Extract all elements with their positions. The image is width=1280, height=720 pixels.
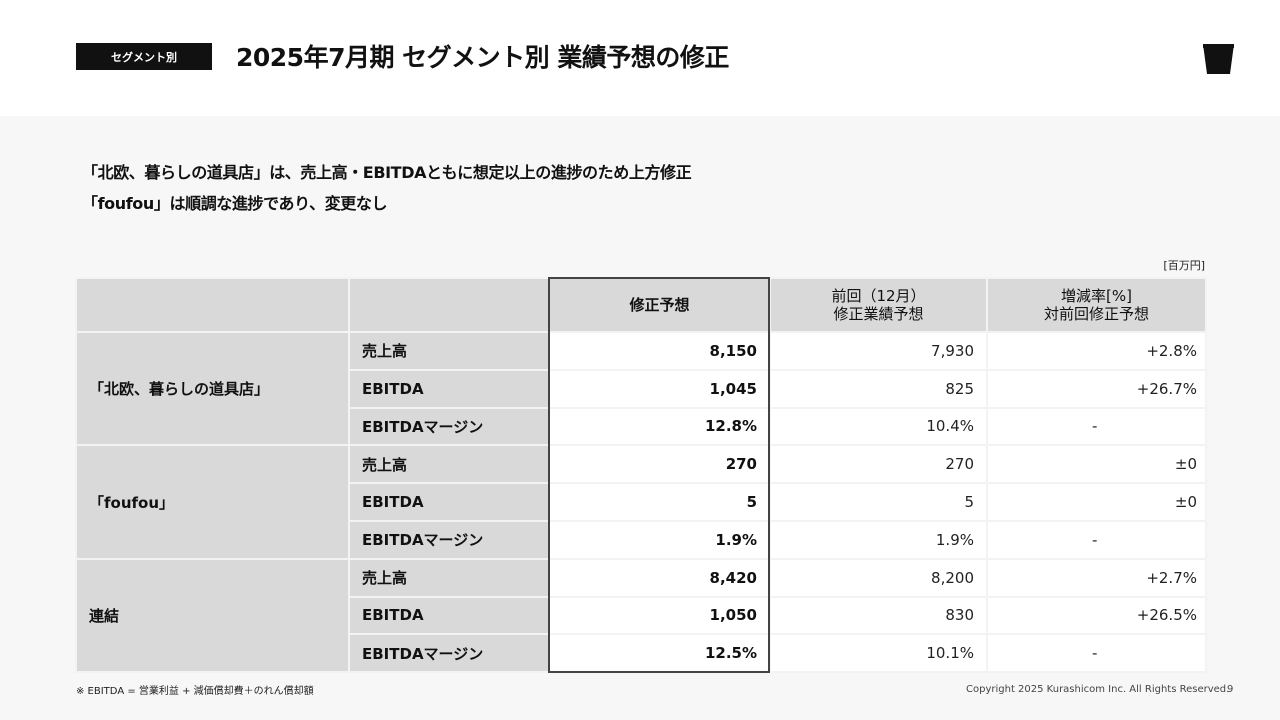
page-number: 9	[1227, 684, 1234, 695]
metric-label: 売上高	[348, 331, 550, 371]
revised-value: 1,045	[548, 368, 771, 409]
header-revised: 修正予想	[548, 277, 771, 333]
metric-label: EBITDAマージン	[348, 633, 550, 674]
revised-value: 8,420	[548, 557, 771, 598]
revised-value: 1,050	[548, 595, 771, 636]
revised-value: 12.8%	[548, 406, 771, 447]
metric-label: EBITDA	[348, 482, 550, 522]
previous-value: 5	[769, 482, 988, 522]
previous-value: 10.1%	[769, 633, 988, 674]
previous-value: 825	[769, 368, 988, 409]
header-segment	[75, 277, 350, 333]
metric-label: EBITDAマージン	[348, 519, 550, 560]
table-row: 「foufou」 売上高 270 270 ±0	[75, 444, 1207, 560]
header-previous-line-1: 前回（12月）	[831, 287, 926, 305]
metric-label: 売上高	[348, 557, 550, 598]
header-metric	[348, 277, 550, 333]
metric-label: 売上高	[348, 444, 550, 485]
lead-text: 「北欧、暮らしの道具店」は、売上高・EBITDAともに想定以上の進捗のため上方修…	[82, 157, 692, 219]
footnote: ※ EBITDA = 営業利益 + 減価償却費＋のれん償却額	[76, 686, 314, 697]
table-header-row: 修正予想 前回（12月） 修正業績予想 増減率[%] 対前回修正予想	[75, 277, 1207, 333]
segment-name: 「北欧、暮らしの道具店」	[75, 330, 350, 447]
revised-value: 270	[548, 444, 771, 485]
lead-line-2: 「foufou」は順調な進捗であり、変更なし	[82, 194, 388, 213]
table-row: 連結 売上高 8,420 8,200 +2.7%	[75, 557, 1207, 674]
table-row: 「北欧、暮らしの道具店」 売上高 8,150 7,930 +2.8%	[75, 330, 1207, 447]
table-row: EBITDA 5 5 ±0	[76, 482, 1207, 522]
rate-value: +26.7%	[986, 368, 1207, 409]
header-rate: 増減率[%] 対前回修正予想	[986, 277, 1207, 333]
table-row: EBITDA 1,050 830 +26.5%	[76, 595, 1207, 636]
segment-name: 連結	[75, 557, 350, 674]
metric-label: EBITDA	[348, 368, 550, 409]
header-previous-line-2: 修正業績予想	[833, 305, 924, 323]
revised-value: 5	[548, 482, 771, 522]
table-row: EBITDAマージン 12.8% 10.4% -	[76, 406, 1207, 447]
rate-value: -	[986, 406, 1207, 447]
table-row: EBITDAマージン 1.9% 1.9% -	[76, 519, 1207, 560]
rate-value: -	[986, 519, 1207, 560]
previous-value: 7,930	[769, 331, 988, 371]
header-previous: 前回（12月） 修正業績予想	[769, 277, 988, 333]
copyright: Copyright 2025 Kurashicom Inc. All Right…	[966, 684, 1230, 695]
slide-title: 2025年7月期 セグメント別 業績予想の修正	[236, 43, 729, 72]
previous-value: 830	[769, 595, 988, 636]
revised-value: 1.9%	[548, 519, 771, 560]
revised-value: 8,150	[548, 331, 771, 371]
forecast-table: 修正予想 前回（12月） 修正業績予想 増減率[%] 対前回修正予想 「北欧、暮…	[75, 277, 1207, 674]
rate-value: ±0	[986, 482, 1207, 522]
rate-value: +2.7%	[986, 557, 1207, 598]
slide-header: セグメント別 2025年7月期 セグメント別 業績予想の修正	[0, 0, 1280, 116]
metric-label: EBITDA	[348, 595, 550, 636]
previous-value: 8,200	[769, 557, 988, 598]
previous-value: 10.4%	[769, 406, 988, 447]
lead-line-1: 「北欧、暮らしの道具店」は、売上高・EBITDAともに想定以上の進捗のため上方修…	[82, 163, 692, 182]
rate-value: ±0	[986, 444, 1207, 485]
previous-value: 270	[769, 444, 988, 485]
previous-value: 1.9%	[769, 519, 988, 560]
rate-value: +26.5%	[986, 595, 1207, 636]
rate-value: +2.8%	[986, 331, 1207, 371]
segment-name: 「foufou」	[75, 444, 350, 560]
section-tag: セグメント別	[76, 43, 212, 70]
unit-label: [百万円]	[1163, 259, 1205, 272]
revised-value: 12.5%	[548, 633, 771, 674]
header-rate-line-2: 対前回修正予想	[1043, 305, 1149, 323]
header-rate-line-1: 増減率[%]	[1061, 287, 1132, 305]
cup-logo-icon	[1203, 44, 1234, 74]
rate-value: -	[986, 633, 1207, 674]
metric-label: EBITDAマージン	[348, 406, 550, 447]
